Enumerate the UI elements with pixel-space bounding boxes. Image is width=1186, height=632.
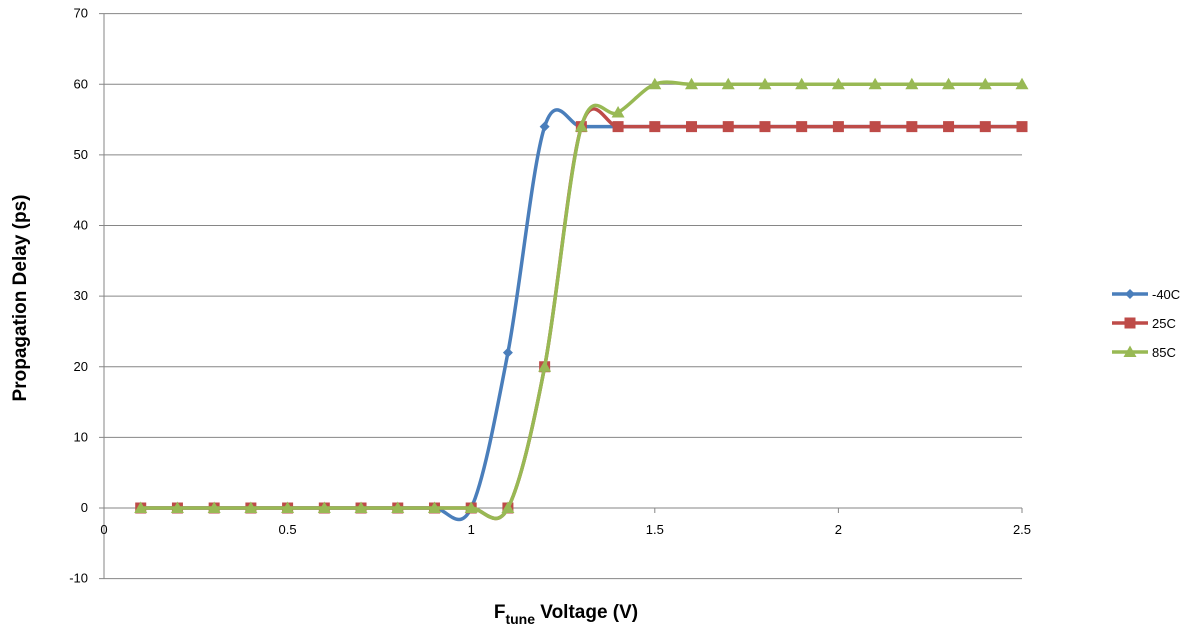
data-point	[464, 501, 478, 513]
series-line	[138, 107, 1024, 521]
data-point	[796, 121, 808, 133]
data-point	[686, 121, 698, 133]
data-point	[317, 501, 331, 513]
x-tick-label: 2.5	[1013, 522, 1031, 537]
data-point	[648, 77, 662, 90]
data-point	[207, 501, 221, 513]
data-point	[943, 121, 955, 133]
data-point	[502, 347, 513, 358]
y-tick-label: 50	[74, 147, 88, 162]
gridlines	[104, 13, 1022, 580]
data-point	[979, 121, 991, 133]
data-series	[134, 77, 1029, 522]
x-tick-label: 0.5	[279, 522, 297, 537]
legend: -40C 25C 85C	[1112, 287, 1180, 360]
data-point	[281, 501, 295, 513]
data-point	[721, 77, 735, 90]
data-point	[612, 121, 624, 133]
data-point	[1016, 121, 1028, 133]
series--40C	[135, 108, 1027, 522]
y-tick-label: -10	[69, 571, 88, 586]
x-tick-label: 1.5	[646, 522, 664, 537]
x-axis-title-rest: Voltage (V)	[535, 602, 638, 623]
data-point	[978, 77, 992, 90]
data-point	[831, 77, 845, 90]
data-point	[832, 121, 844, 133]
x-tick-label: 2	[835, 522, 842, 537]
y-tick-label: 30	[74, 288, 88, 303]
data-point	[539, 121, 550, 132]
y-axis-title: Propagation Delay (ps)	[10, 195, 31, 402]
x-tick-label: 0	[100, 522, 107, 537]
legend-swatch-marker	[1125, 289, 1135, 299]
series-line	[138, 108, 1024, 522]
data-point	[722, 121, 734, 133]
x-axis-title-main: F	[494, 602, 506, 623]
data-point	[906, 121, 918, 133]
x-tick-label: 1	[468, 522, 475, 537]
data-point	[170, 501, 184, 513]
y-tick-labels: -10 0 10 20 30 40 50 60 70	[69, 6, 88, 586]
y-tick-label: 60	[74, 76, 88, 91]
y-tick-label: 0	[81, 500, 88, 515]
data-point	[354, 501, 368, 513]
data-point	[574, 120, 588, 132]
data-point	[942, 77, 956, 90]
legend-item: -40C	[1112, 287, 1180, 302]
data-point	[391, 501, 405, 513]
series-line	[138, 80, 1024, 521]
y-tick-label: 10	[74, 429, 88, 444]
data-point	[795, 77, 809, 90]
legend-label: 25C	[1152, 316, 1176, 331]
data-point	[244, 501, 258, 513]
data-point	[501, 501, 515, 513]
data-point	[611, 106, 625, 118]
legend-swatch-marker	[1123, 345, 1137, 357]
legend-label: 85C	[1152, 345, 1176, 360]
x-tick-labels: 0 0.5 1 1.5 2 2.5	[100, 522, 1031, 537]
data-point	[868, 77, 882, 90]
data-point	[649, 121, 661, 133]
data-point	[905, 77, 919, 90]
x-axis-title: Ftune Voltage (V)	[494, 602, 638, 627]
data-point	[758, 77, 772, 90]
x-axis-title-subscript: tune	[505, 611, 535, 627]
y-tick-label: 70	[74, 6, 88, 21]
legend-swatch-marker	[1124, 317, 1136, 329]
y-tick-label: 40	[74, 218, 88, 233]
data-point	[427, 501, 441, 513]
legend-item: 25C	[1112, 316, 1176, 331]
data-point	[538, 360, 552, 372]
data-point	[869, 121, 881, 133]
y-tick-label: 20	[74, 359, 88, 374]
legend-label: -40C	[1152, 287, 1180, 302]
data-point	[685, 77, 699, 90]
series-25C	[135, 107, 1028, 521]
data-point	[134, 501, 148, 513]
data-point	[759, 121, 771, 133]
data-point	[1015, 77, 1029, 90]
series-85C	[134, 77, 1029, 521]
legend-item: 85C	[1112, 345, 1176, 360]
